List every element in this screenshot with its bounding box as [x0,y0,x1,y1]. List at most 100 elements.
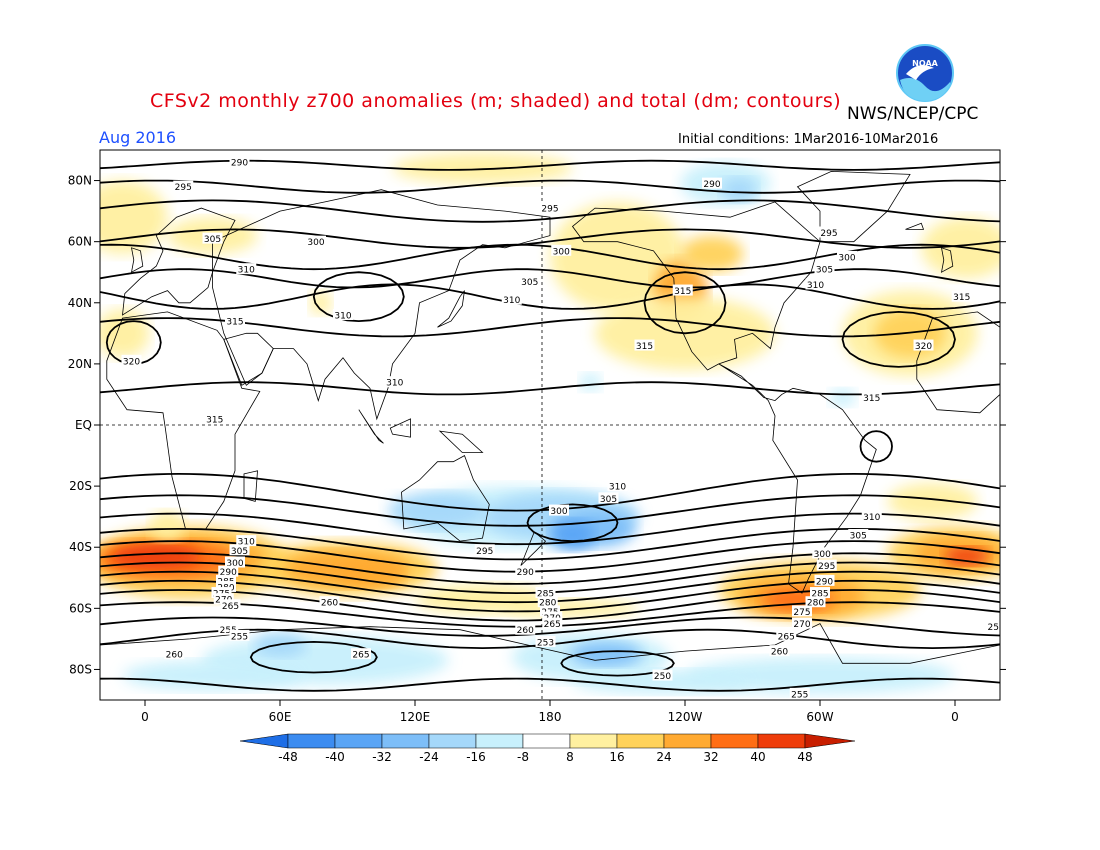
contour-label-bg [384,376,405,388]
lat-label: 80N [68,174,92,188]
colorbar-swatch [569,733,618,749]
contour-label-bg [848,529,869,540]
contour-label-bg [515,623,536,635]
coastline [718,363,877,594]
colorbar-label: 40 [750,750,765,764]
closed-contour [643,271,727,335]
contour-label: 310 [807,281,824,291]
lon-label: 60W [806,710,833,724]
height-contour [100,677,1000,692]
contour-label-bg [202,232,223,244]
anomaly-blob [943,547,989,566]
contour-label: 255 [791,690,808,700]
contour-label-bg [164,648,185,660]
latitude-labels: 80N 60N 40N 20N EQ 20S 40S 60S 80S [68,174,92,677]
contour-label: 255 [231,632,248,642]
anomaly-blob [570,641,643,667]
colorbar-swatch [757,733,806,749]
colorbar-swatch [663,733,712,749]
anomaly-blob [309,290,332,315]
contour-label: 265 [352,651,369,661]
contour-label-bg [861,391,882,403]
colorbar-label: 24 [656,750,671,764]
contour-label-bg [236,263,257,275]
colorbar-label: 8 [566,750,574,764]
initial-conditions: Initial conditions: 1Mar2016-10Mar2016 [678,132,939,147]
contour-label: 315 [863,394,880,404]
contour-label-bg [814,263,835,275]
contour-label-bg [810,587,830,599]
closed-contour [859,430,893,463]
contour-label: 265 [544,620,561,630]
contour-label-bg [549,504,569,516]
contour-label: 295 [476,547,493,557]
contour-label-bg [819,226,839,238]
coastline [401,455,490,542]
contour-label: 300 [550,507,567,517]
colorbar-label: -48 [278,750,298,764]
longitude-labels: 0 60E 120E 180 120W 60W 0 [141,710,959,724]
coastline [389,418,411,438]
contour-label: 253 [537,638,554,648]
contour-label-bg [216,574,236,586]
lat-label: 40S [69,540,92,554]
anomaly-blob [100,308,150,358]
colorbar-swatch [475,733,524,749]
colorbar-label: -40 [325,750,345,764]
height-contour [100,283,1000,310]
contour-label-bg [542,617,563,629]
anomaly-blob [579,373,602,392]
contour-label-bg [792,605,812,617]
coastline [571,201,821,371]
contour-label-bg [229,156,250,168]
contour-label: 280 [807,599,824,609]
lat-label: 40N [68,296,92,310]
contour-label-bg [333,309,353,320]
contour-label: 295 [175,183,192,193]
coastline [243,470,258,502]
contour-label: 315 [226,318,243,328]
contour-label-bg [816,559,837,571]
contour-label: 265 [778,632,795,642]
contour-label-bg [769,645,790,657]
contour-label: 260 [771,648,788,658]
agency-label: NWS/NCEP/CPC [847,104,979,124]
contour-label: 320 [915,342,932,352]
contour-label: 260 [166,651,183,661]
contour-label-bg [535,635,556,647]
contour-label: 290 [220,568,237,578]
contour-label-bg [812,547,833,559]
contour-label: 260 [517,626,534,636]
contour-label: 290 [517,568,534,578]
contour-label: 315 [953,293,970,303]
contour-label-bg [535,587,556,599]
contour-label-bg [983,620,1000,632]
noaa-logo: NOAA [896,44,954,102]
contour-label: 305 [521,278,538,288]
height-contour [100,159,1000,171]
contour-label-bg [814,574,835,586]
coastline [916,311,1000,414]
contour-label-bg [672,284,693,296]
contour-label: 25 [988,623,999,633]
contour-label: 305 [850,532,867,542]
closed-contour [105,320,162,365]
contour-label: 300 [553,247,570,257]
lon-label: 60E [269,710,292,724]
contour-label-bg [519,275,540,287]
height-contour [100,228,1000,249]
contour-label: 300 [814,550,831,560]
contour-label-bg [607,480,628,492]
colorbar-label: -8 [517,750,529,764]
contour-label: 315 [206,415,223,425]
colorbar-swatch [522,733,571,749]
contour-label-bg [861,510,882,522]
contour-label-bg [229,629,250,641]
contour-label: 295 [541,205,558,215]
anomaly-blob [122,660,303,691]
anomaly-blob [721,177,757,202]
contour-label-bg [537,596,558,608]
colorbar-swatch [334,733,383,749]
contour-label: 275 [793,608,810,618]
contour-label: 310 [386,379,403,389]
